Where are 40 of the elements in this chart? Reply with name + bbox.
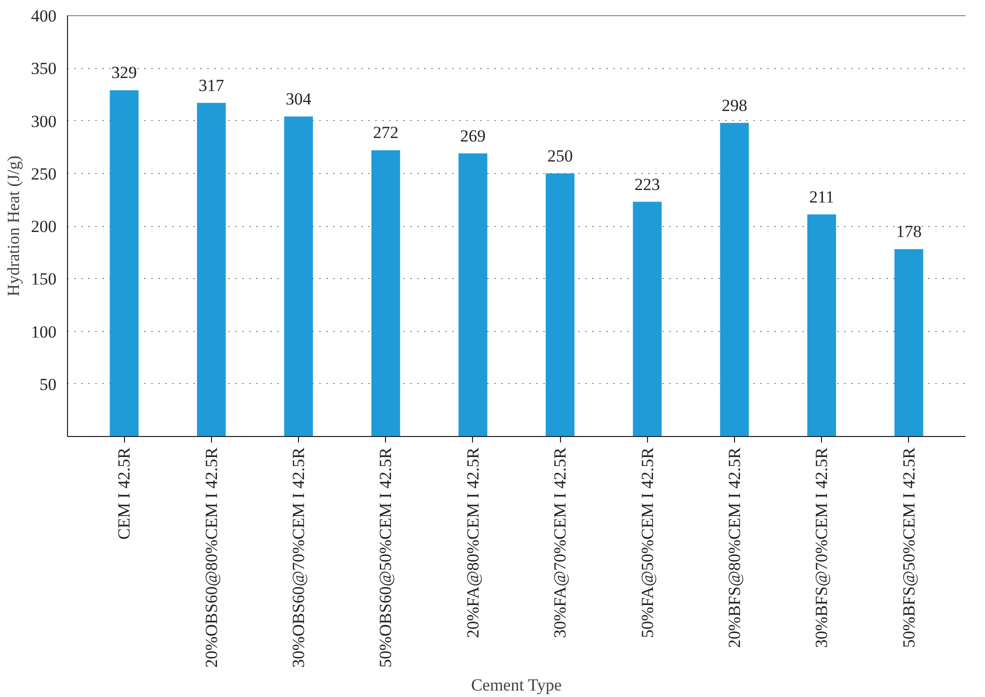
x-tick-label: 50%FA@50%CEM I 42.5R (638, 446, 657, 638)
bar (546, 173, 574, 436)
y-tick-label: 400 (31, 6, 56, 26)
y-tick-label: 200 (31, 217, 56, 236)
y-tick-label: 50 (40, 374, 56, 394)
bar (807, 214, 836, 436)
bar (371, 150, 400, 436)
data-label: 250 (547, 146, 573, 166)
x-axis-title: Cement Type (471, 676, 562, 695)
data-label: 211 (809, 187, 834, 206)
y-tick-label: 250 (31, 164, 56, 184)
x-tick-label: 30%FA@70%CEM I 42.5R (550, 446, 570, 638)
y-axis-title: Hydration Heat (J/g) (4, 156, 23, 296)
x-tick-label: 20%BFS@80%CEM I 42.5R (724, 446, 744, 648)
bar (632, 202, 662, 436)
x-tick-label: CEM I 42.5R (114, 446, 134, 540)
y-tick-label: 350 (31, 59, 56, 78)
data-label: 223 (634, 174, 660, 194)
x-tick-label: 20%FA@80%CEM I 42.5R (463, 446, 482, 638)
bar (720, 122, 749, 436)
data-label: 178 (896, 222, 922, 242)
y-tick-label: 300 (31, 112, 56, 131)
y-tick-label: 100 (31, 322, 56, 342)
bar (110, 90, 139, 436)
x-tick-label: 20%OBS60@80%CEM I 42.5R (202, 446, 221, 668)
bar (284, 116, 313, 436)
x-tick-label: 50%BFS@50%CEM I 42.5R (899, 446, 918, 648)
bar (196, 102, 226, 436)
data-label: 298 (722, 96, 748, 115)
x-tick-label: 30%OBS60@70%CEM I 42.5R (289, 446, 308, 668)
data-label: 304 (286, 90, 312, 109)
data-label: 269 (460, 126, 486, 146)
data-label: 329 (111, 63, 137, 82)
bar (894, 249, 924, 436)
data-label: 317 (198, 76, 225, 95)
bar (458, 153, 488, 436)
data-label: 272 (372, 123, 398, 142)
x-tick-label: 30%BFS@70%CEM I 42.5R (812, 446, 832, 648)
y-tick-label: 150 (31, 270, 56, 289)
x-tick-label: 50%OBS60@50%CEM I 42.5R (376, 446, 396, 668)
